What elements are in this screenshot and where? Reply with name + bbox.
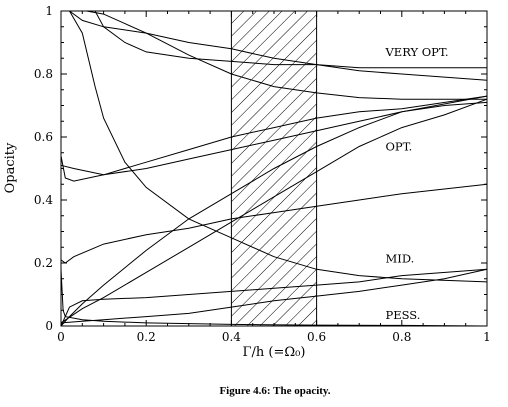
series-line-3: [60, 101, 488, 176]
y-tick-label: 0: [45, 319, 53, 333]
series-line-5: [60, 183, 488, 264]
y-tick-label: 0.4: [34, 193, 53, 207]
y-tick-label: 0.8: [34, 67, 53, 81]
plot-area: 0 0.2 0.4 0.6 0.8 1 0 0.2 0.4 0.6 0.8 1 VERY OPT. OP…: [34, 4, 491, 344]
series-line-11: [94, 10, 487, 69]
x-tick-label: 0: [57, 330, 65, 344]
series-line-9: [69, 10, 488, 283]
curve-group-label: VERY OPT.: [385, 45, 449, 59]
y-tick-label: 0.2: [34, 256, 53, 270]
curve-group-label: PESS.: [386, 308, 421, 322]
series-line-12: [69, 10, 488, 81]
x-tick-label: 1: [483, 330, 491, 344]
x-axis-label: Γ/h (=Ω₀): [243, 345, 306, 360]
tick-labels: 0 0.2 0.4 0.6 0.8 1 0 0.2 0.4 0.6 0.8 1: [34, 4, 491, 344]
curves: [60, 10, 488, 327]
series-line-6: [60, 268, 488, 327]
x-tick-label: 0.6: [307, 330, 326, 344]
series-line-2: [60, 95, 488, 327]
x-tick-label: 0.2: [137, 330, 156, 344]
x-tick-label: 0.8: [392, 330, 411, 344]
curve-group-label: MID.: [386, 251, 415, 265]
series-line-7: [60, 268, 488, 324]
figure-caption: Figure 4.6: The opacity.: [219, 385, 330, 397]
series-line-4: [60, 95, 488, 182]
y-axis-label: Opacity: [3, 142, 18, 193]
curve-group-label: OPT.: [386, 139, 413, 153]
series-line-10: [86, 10, 487, 100]
x-tick-label: 0.4: [222, 330, 241, 344]
y-tick-label: 0.6: [34, 130, 53, 144]
tick-marks: [60, 10, 488, 327]
annotations: VERY OPT. OPT. MID. PESS.: [385, 45, 449, 322]
y-tick-label: 1: [45, 4, 53, 18]
